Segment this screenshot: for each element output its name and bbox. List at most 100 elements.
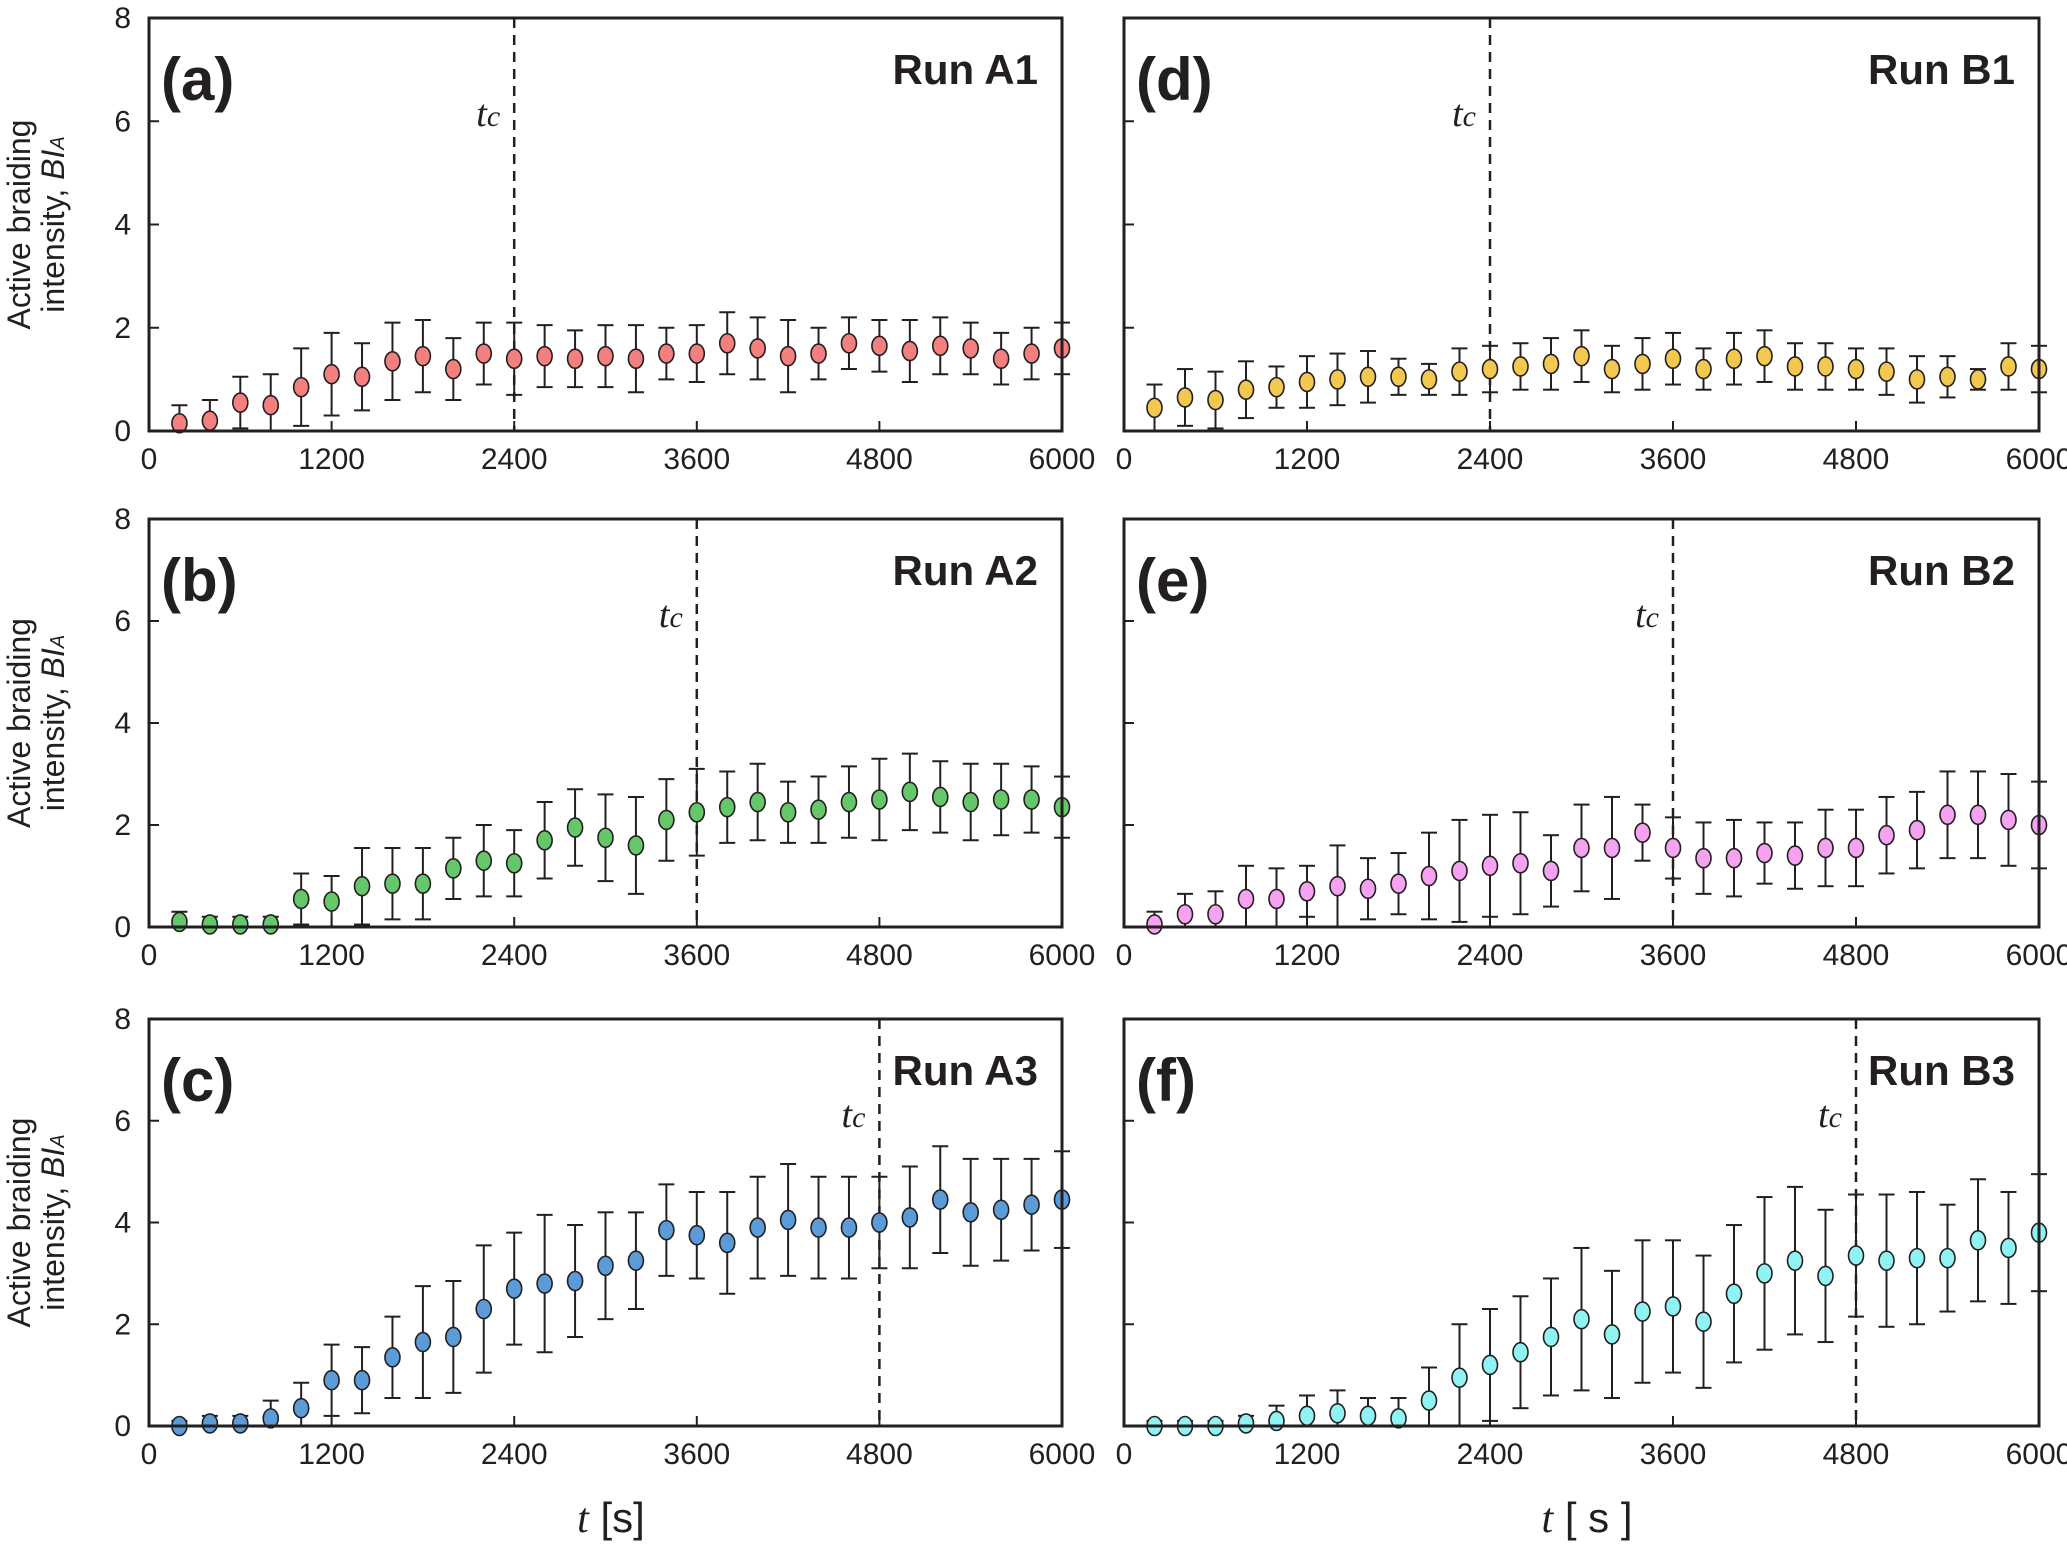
panel-label: (d) — [1136, 46, 1213, 113]
y-tick-label: 2 — [114, 1308, 131, 1341]
data-point — [1390, 366, 1407, 388]
x-tick-label: 2400 — [481, 939, 548, 972]
data-point — [1817, 1265, 1834, 1287]
data-point — [536, 1273, 553, 1294]
data-point — [1329, 369, 1346, 390]
data-point — [1878, 824, 1895, 846]
data-point — [962, 338, 980, 359]
data-point — [597, 827, 614, 849]
y-label-text: intensity, — [35, 678, 71, 811]
data-point — [718, 796, 736, 818]
x-label-unit: [s] — [589, 1494, 645, 1541]
data-point — [1512, 1341, 1529, 1363]
plot-frame — [147, 1017, 1064, 1428]
y-tick-label: 2 — [114, 312, 131, 345]
data-point — [262, 394, 280, 416]
x-tick-label: 6000 — [2006, 939, 2067, 972]
y-tick-label: 8 — [114, 503, 131, 536]
data-point — [1176, 387, 1194, 408]
data-point — [1237, 888, 1255, 910]
data-point — [1725, 847, 1743, 869]
data-point — [840, 332, 858, 354]
x-tick-label: 4800 — [846, 939, 913, 972]
data-point — [262, 914, 280, 935]
data-point — [445, 858, 462, 879]
panel-label: (a) — [161, 46, 234, 113]
data-point — [353, 875, 371, 897]
data-point — [1573, 345, 1590, 367]
panel-a: 0 1200 2400 3600 4800 6000 0 2 4 6 8 tc (a) Run A1 Act… — [1, 2, 1095, 476]
x-tick-label: 2400 — [481, 443, 548, 476]
data-point — [1634, 1301, 1651, 1322]
tc-subscript: c — [1463, 100, 1476, 133]
data-point — [871, 1212, 888, 1233]
y-label-subscript: A — [47, 136, 69, 150]
panel-c: 0 1200 2400 3600 4800 6000 0 2 4 6 8 tc (c) Run A3 Act… — [1, 1003, 1095, 1471]
data-point — [475, 343, 493, 364]
data-point — [1969, 804, 1987, 826]
y-tick-label: 4 — [114, 209, 131, 242]
run-label: Run A3 — [893, 1047, 1038, 1094]
data-point — [840, 791, 858, 813]
x-tick-label: 6000 — [1029, 443, 1096, 476]
data-point — [566, 1270, 584, 1292]
data-point — [384, 873, 401, 894]
data-point — [1207, 903, 1224, 925]
data-point — [1756, 842, 1773, 864]
x-tick-label: 2400 — [1457, 1438, 1524, 1471]
data-point — [658, 1219, 675, 1241]
data-point — [536, 829, 553, 851]
data-point — [1237, 1413, 1255, 1434]
tc-label: tc — [1452, 93, 1476, 135]
y-tick-label: 4 — [114, 707, 131, 740]
x-tick-label: 6000 — [1029, 939, 1096, 972]
data-point — [232, 1413, 249, 1434]
y-axis-label-line1: Active braiding — [1, 120, 37, 330]
data-point — [749, 791, 766, 813]
data-point — [475, 1298, 493, 1320]
data-point — [1481, 1354, 1499, 1376]
x-tick-label: 3600 — [1640, 939, 1707, 972]
plot-frame — [147, 517, 1064, 929]
data-point — [688, 801, 706, 823]
data-point — [1969, 369, 1987, 390]
data-point — [1817, 356, 1834, 377]
data-point — [1908, 1247, 1926, 1269]
data-point — [1451, 860, 1468, 882]
data-point — [810, 799, 827, 821]
plot-frame — [147, 16, 1064, 433]
data-point — [1603, 358, 1621, 380]
x-label-symbol: t — [1541, 1496, 1554, 1542]
y-label-symbol: BI — [35, 150, 71, 180]
data-point — [1847, 837, 1865, 859]
data-point — [1268, 376, 1285, 398]
data-point — [1146, 397, 1163, 419]
x-tick-label: 1200 — [298, 939, 365, 972]
data-point — [1786, 356, 1804, 377]
data-point — [627, 348, 645, 370]
data-point — [658, 809, 675, 831]
panel-label: (e) — [1136, 547, 1209, 614]
data-point — [1451, 361, 1468, 382]
data-point — [1847, 358, 1865, 380]
x-axis-label-left: t [s] — [577, 1494, 645, 1542]
plot-frame — [1122, 517, 2041, 929]
x-tick-label: 1200 — [1274, 939, 1341, 972]
tc-label: tc — [659, 594, 683, 636]
data-point — [1268, 1410, 1285, 1432]
data-point — [1878, 361, 1895, 382]
data-point — [931, 786, 949, 808]
data-point — [688, 343, 706, 364]
data-point — [1329, 1402, 1346, 1424]
data-point — [718, 1232, 736, 1254]
tc-subscript: c — [1829, 1101, 1842, 1134]
x-tick-label: 6000 — [2006, 1438, 2067, 1471]
data-point — [931, 1189, 949, 1210]
y-tick-label: 8 — [114, 2, 131, 35]
x-tick-label: 6000 — [2006, 443, 2067, 476]
data-point — [445, 1326, 462, 1348]
data-point — [1542, 353, 1560, 375]
y-label-subscript: A — [47, 635, 69, 649]
data-point — [171, 412, 188, 434]
x-label-unit: [ s ] — [1553, 1494, 1632, 1541]
